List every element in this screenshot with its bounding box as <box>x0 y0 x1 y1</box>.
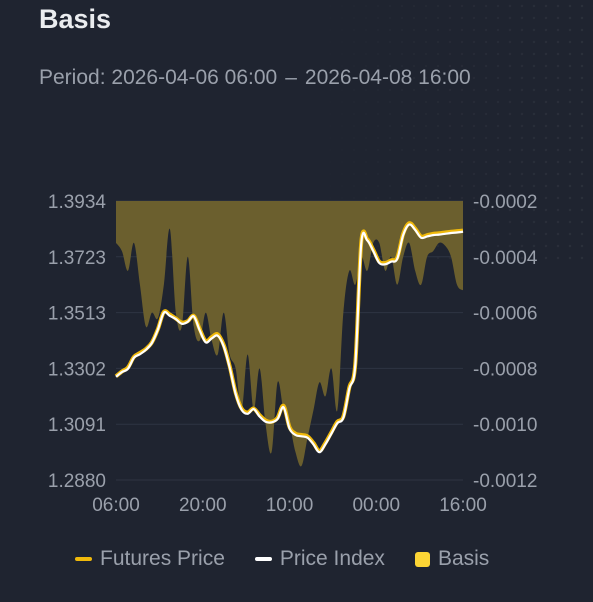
x-axis: 06:00 20:00 10:00 00:00 16:00 <box>92 495 487 516</box>
basis-series-area <box>116 201 463 467</box>
basis-area <box>116 201 463 467</box>
futures-line-swatch <box>75 557 92 561</box>
chart-legend: Futures Price Price Index Basis <box>75 547 519 571</box>
basis-swatch <box>414 551 430 567</box>
period-separator: – <box>285 66 297 89</box>
period-range: Period: 2026-04-06 06:00–2026-04-08 16:0… <box>39 66 471 90</box>
y-right-tick-label: -0.0010 <box>473 415 537 436</box>
price-lines <box>114 221 464 454</box>
index-line-swatch <box>254 557 272 561</box>
y-left-tick-label: 1.3091 <box>48 415 106 436</box>
y-right-tick-label: -0.0002 <box>473 192 537 213</box>
y-right-tick-label: -0.0008 <box>473 359 537 380</box>
legend-futures-label: Futures Price <box>100 547 225 570</box>
y-left-tick-label: 1.3302 <box>48 359 106 380</box>
x-tick-label: 06:00 <box>92 495 140 516</box>
y-left-tick-label: 1.3723 <box>48 248 106 269</box>
y-right-tick-label: -0.0012 <box>473 471 537 492</box>
chart-title: Basis <box>39 4 112 34</box>
x-tick-label: 16:00 <box>439 495 487 516</box>
left-y-axis: 1.3934 1.3723 1.3513 1.3302 1.3091 1.2880 <box>48 192 107 492</box>
y-left-tick-label: 1.2880 <box>48 471 106 492</box>
period-start: 2026-04-06 06:00 <box>111 66 278 89</box>
y-right-tick-label: -0.0004 <box>473 248 538 269</box>
y-right-tick-label: -0.0006 <box>473 304 537 325</box>
period-end: 2026-04-08 16:00 <box>304 66 471 89</box>
price-index-line <box>115 223 464 454</box>
legend-basis-label: Basis <box>437 547 490 570</box>
period-label: Period: <box>39 66 106 89</box>
legend-item-basis[interactable]: Basis <box>414 547 490 571</box>
x-tick-label: 00:00 <box>352 495 400 516</box>
x-tick-label: 10:00 <box>266 495 314 516</box>
legend-item-index[interactable]: Price Index <box>254 547 385 571</box>
y-left-tick-label: 1.3934 <box>48 192 107 213</box>
legend-index-label: Price Index <box>279 547 385 570</box>
basis-chart: 1.3934 1.3723 1.3513 1.3302 1.3091 1.2880 -0.… <box>48 192 538 516</box>
x-tick-label: 20:00 <box>179 495 227 516</box>
right-y-axis: -0.0002 -0.0004 -0.0006 -0.0008 -0.0010 -0.00… <box>473 192 538 492</box>
y-left-tick-label: 1.3513 <box>48 304 106 325</box>
legend-item-futures[interactable]: Futures Price <box>75 547 225 571</box>
